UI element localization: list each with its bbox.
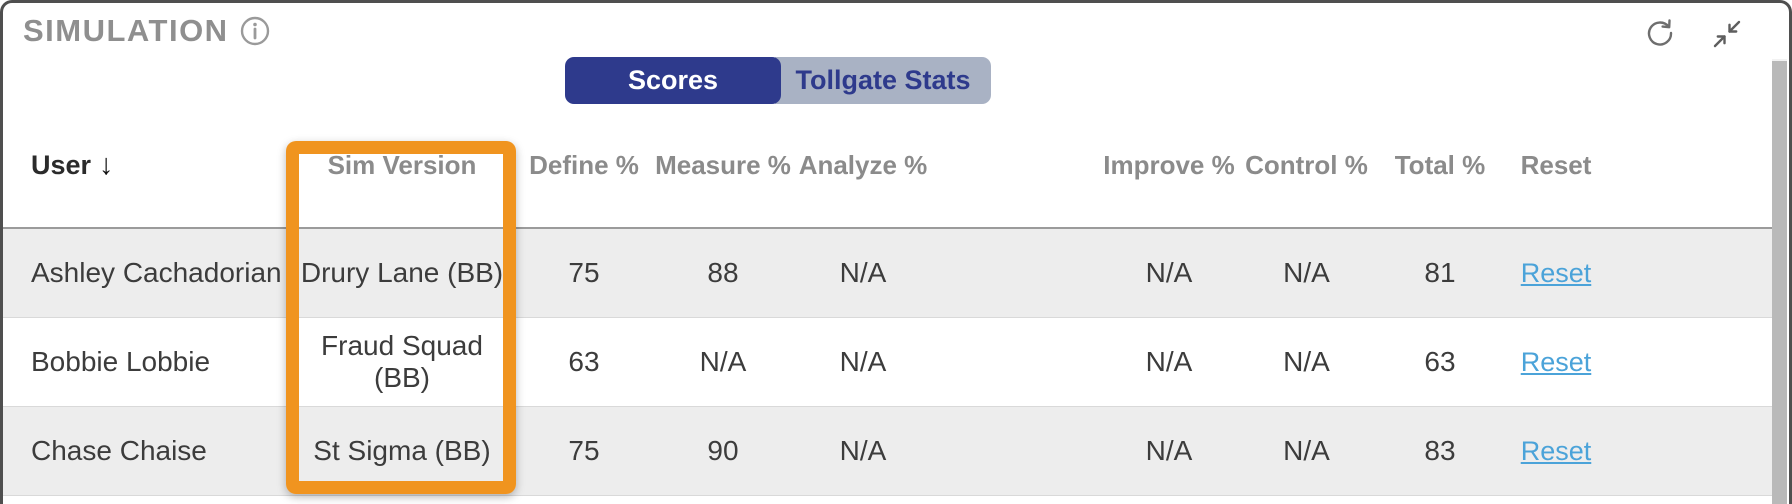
collapse-icon[interactable] [1710, 16, 1744, 50]
scrollbar-track[interactable] [1772, 59, 1787, 504]
column-header-total[interactable]: Total % [1374, 103, 1506, 229]
measure-cell: 90 [653, 406, 793, 496]
sort-descending-arrow-icon: ↓ [99, 148, 114, 181]
reset-cell: Reset [1506, 228, 1606, 318]
spacer-cell [1606, 406, 1776, 496]
user-cell: Ashley Cachadorian [3, 228, 289, 318]
tab-bar: Scores Tollgate Stats [565, 57, 991, 104]
sim-version-cell: Drury Lane (BB) [289, 228, 515, 318]
column-header-analyze[interactable]: Analyze % [793, 103, 933, 229]
spacer-cell [1606, 228, 1776, 318]
measure-cell: 88 [653, 228, 793, 318]
control-cell: N/A [1239, 228, 1374, 318]
analyze-cell: N/A [793, 406, 933, 496]
column-header-reset[interactable]: Reset [1506, 103, 1606, 229]
sim-version-cell: Fraud Squad (BB) [289, 317, 515, 407]
reset-link[interactable]: Reset [1520, 347, 1592, 377]
column-header-improve[interactable]: Improve % [1099, 103, 1239, 229]
column-header-sim-version[interactable]: Sim Version [289, 103, 515, 229]
column-header-user[interactable]: User ↓ [3, 103, 289, 229]
total-cell: 83 [1374, 406, 1506, 496]
analyze-cell: N/A [793, 228, 933, 318]
control-cell: N/A [1239, 317, 1374, 407]
table-header-row: User ↓ Sim Version Define % Measure % Ana… [3, 103, 1776, 229]
user-cell: Bobbie Lobbie [3, 317, 289, 407]
tab-scores[interactable]: Scores [565, 57, 781, 104]
scrollbar-thumb[interactable] [1772, 61, 1787, 504]
reset-cell: Reset [1506, 406, 1606, 496]
scores-table: User ↓ Sim Version Define % Measure % Ana… [3, 103, 1776, 496]
table-row: Bobbie Lobbie Fraud Squad (BB) 63 N/A N/… [3, 317, 1776, 407]
improve-cell: N/A [1099, 317, 1239, 407]
improve-cell: N/A [1099, 228, 1239, 318]
panel-title: SIMULATION [23, 13, 229, 48]
analyze-cell: N/A [793, 317, 933, 407]
column-header-define[interactable]: Define % [515, 103, 653, 229]
spacer-cell [933, 406, 1099, 496]
spacer-cell [933, 317, 1099, 407]
user-cell: Chase Chaise [3, 406, 289, 496]
define-cell: 75 [515, 228, 653, 318]
sim-version-cell: St Sigma (BB) [289, 406, 515, 496]
total-cell: 81 [1374, 228, 1506, 318]
reset-link[interactable]: Reset [1520, 436, 1592, 466]
column-header-control[interactable]: Control % [1239, 103, 1374, 229]
reset-cell: Reset [1506, 317, 1606, 407]
titlebar-actions [1642, 15, 1744, 51]
refresh-icon[interactable] [1642, 15, 1678, 51]
info-icon[interactable] [239, 15, 271, 47]
improve-cell: N/A [1099, 406, 1239, 496]
column-header-measure[interactable]: Measure % [653, 103, 793, 229]
define-cell: 63 [515, 317, 653, 407]
table-row: Ashley Cachadorian Drury Lane (BB) 75 88… [3, 228, 1776, 318]
table-row: Chase Chaise St Sigma (BB) 75 90 N/A N/A… [3, 406, 1776, 496]
column-header-user-label: User [31, 149, 92, 180]
spacer-cell [933, 228, 1099, 318]
define-cell: 75 [515, 406, 653, 496]
tab-tollgate-stats[interactable]: Tollgate Stats [775, 57, 991, 104]
control-cell: N/A [1239, 406, 1374, 496]
measure-cell: N/A [653, 317, 793, 407]
total-cell: 63 [1374, 317, 1506, 407]
spacer-cell [1606, 103, 1776, 229]
title-bar: SIMULATION [3, 3, 1789, 59]
spacer-cell [1606, 317, 1776, 407]
spacer-cell [933, 103, 1099, 229]
reset-link[interactable]: Reset [1520, 258, 1592, 288]
